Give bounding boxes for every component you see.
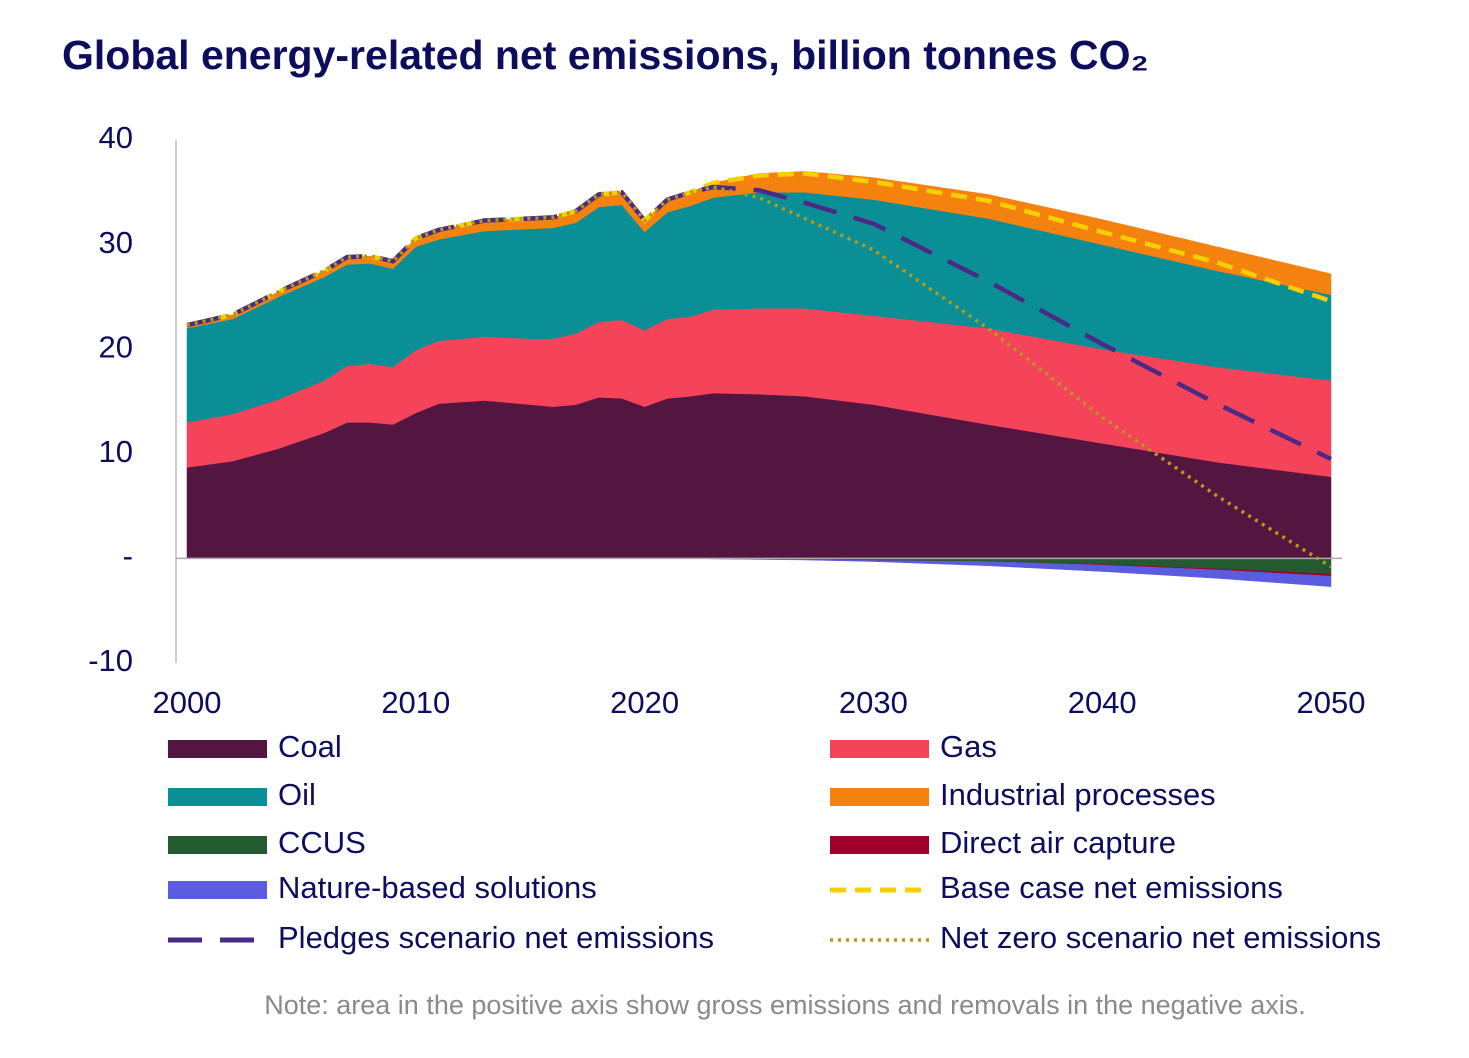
legend-swatch: [830, 788, 929, 806]
x-tick-label: 2050: [1297, 685, 1366, 720]
legend-label: Industrial processes: [940, 777, 1216, 812]
legend-label: Base case net emissions: [940, 870, 1283, 905]
line: [186, 185, 1332, 569]
x-tick-label: 2010: [381, 685, 450, 720]
legend-label: Nature-based solutions: [278, 870, 597, 905]
legend-swatch: [168, 740, 267, 758]
chart-title: Global energy-related net emissions, bil…: [62, 32, 1149, 78]
legend-label: Gas: [940, 729, 997, 764]
x-tick-label: 2040: [1068, 685, 1137, 720]
y-tick-label: 10: [99, 434, 133, 469]
legend-swatch: [830, 836, 929, 854]
legend-swatch: [168, 836, 267, 854]
legend-label: Direct air capture: [940, 825, 1176, 860]
legend-label: Pledges scenario net emissions: [278, 920, 714, 955]
note: Note: area in the positive axis show gro…: [264, 990, 1306, 1020]
x-tick-label: 2030: [839, 685, 908, 720]
y-tick-label: 30: [99, 225, 133, 260]
y-tick-label: -: [123, 539, 133, 574]
legend-swatch: [168, 881, 267, 899]
legend-label: CCUS: [278, 825, 366, 860]
x-tick-label: 2000: [153, 685, 222, 720]
y-tick-label: 40: [99, 120, 133, 155]
legend-swatch: [168, 788, 267, 806]
legend-swatch: [830, 740, 929, 758]
y-tick-label: 20: [99, 329, 133, 364]
legend-label: Oil: [278, 777, 316, 812]
x-tick-label: 2020: [610, 685, 679, 720]
y-tick-label: -10: [88, 643, 133, 678]
legend-label: Coal: [278, 729, 342, 764]
legend-label: Net zero scenario net emissions: [940, 920, 1381, 955]
